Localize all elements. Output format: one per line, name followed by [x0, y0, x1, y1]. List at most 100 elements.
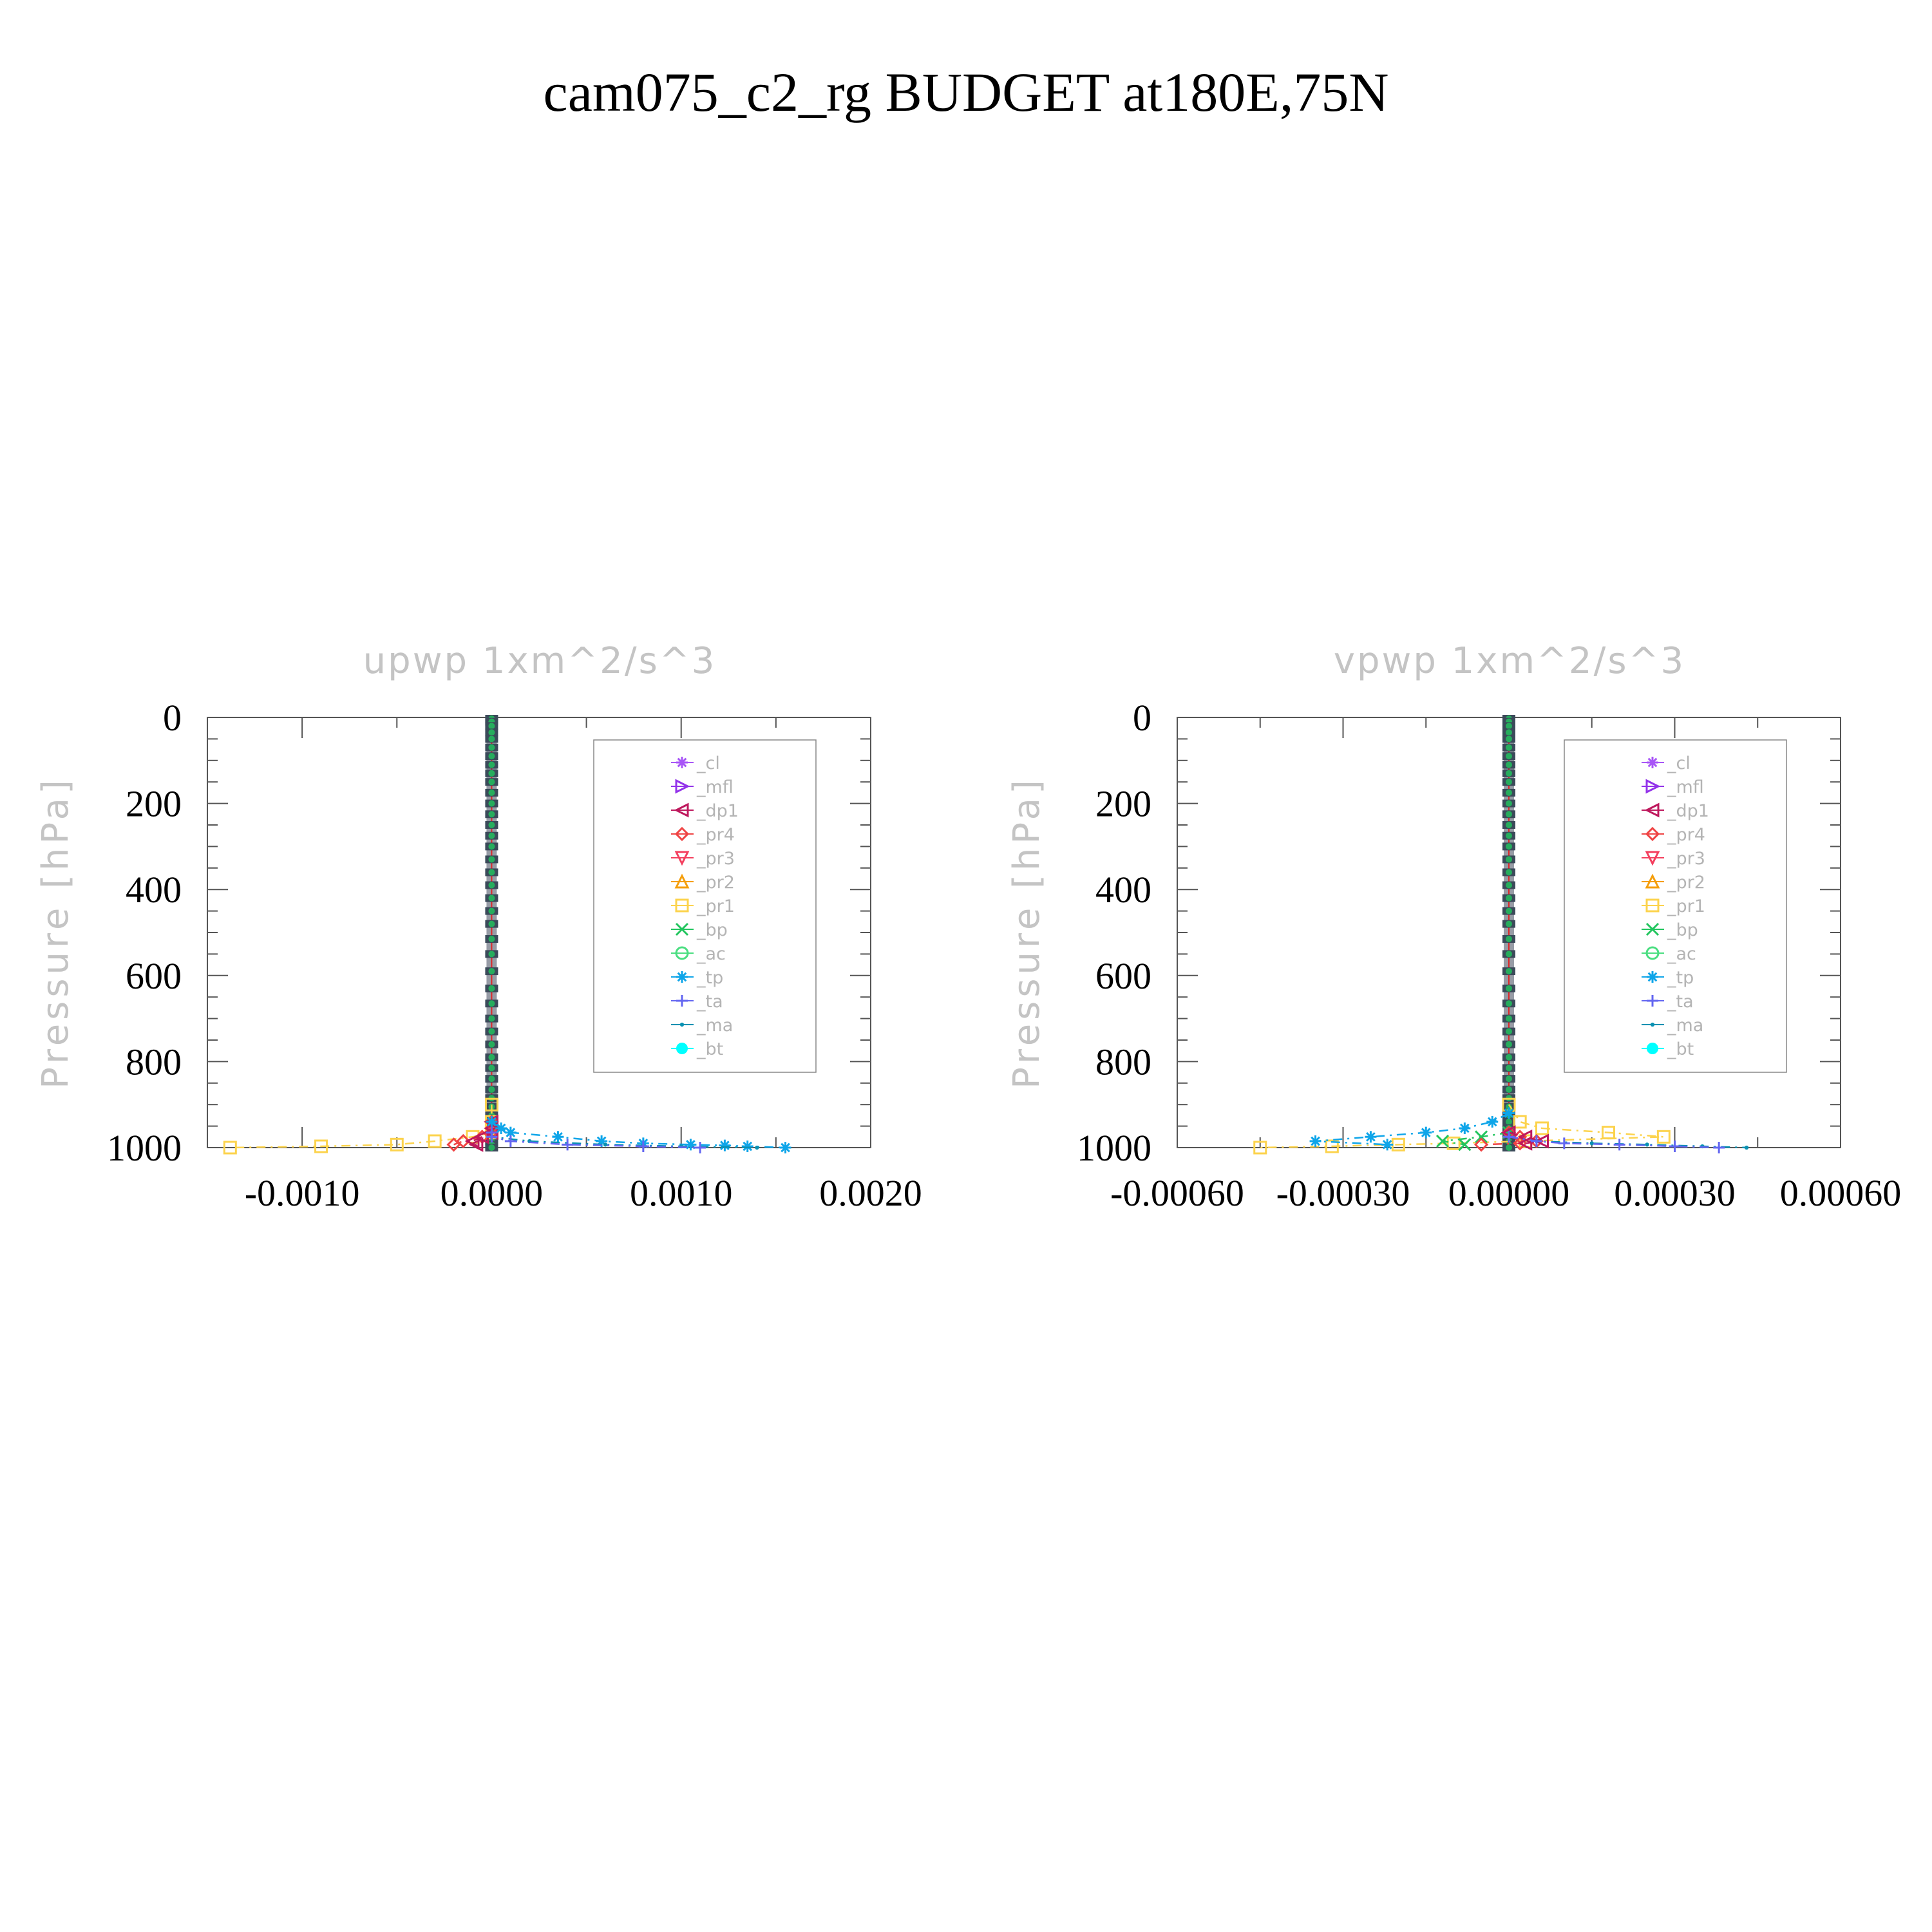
legend-item-ta: _ta	[1642, 992, 1694, 1012]
zero-marker	[488, 753, 495, 760]
legend-item-pr4: _pr4	[1642, 825, 1705, 845]
legend-item-ma: _ma	[671, 1016, 733, 1036]
zero-marker	[1506, 1075, 1512, 1083]
zero-marker	[1506, 895, 1512, 902]
legend-item-ac: _ac	[1642, 944, 1696, 964]
series-tp	[1309, 1107, 1515, 1151]
legend-label: _ac	[1667, 944, 1696, 964]
legend-marker	[675, 898, 689, 913]
legend-item-pr4: _pr4	[671, 825, 735, 845]
data-point	[1513, 1115, 1527, 1129]
legend-label: _bt	[696, 1039, 723, 1059]
data-point	[1473, 1137, 1489, 1152]
data-point	[1534, 1133, 1549, 1149]
zero-marker	[488, 1041, 495, 1048]
legend-marker	[1645, 851, 1660, 866]
legend-label: _tp	[696, 968, 723, 988]
data-point	[223, 1141, 237, 1155]
data-point	[1669, 1141, 1681, 1152]
zero-marker	[488, 968, 495, 975]
legend: _cl _mfl _dp1 _pr4 _pr3 _pr2 _pr1 _bp _ac _tp _ta _…	[1564, 739, 1787, 1073]
zero-marker	[1506, 1065, 1512, 1072]
zero-marker	[488, 800, 495, 807]
zero-marker	[488, 907, 495, 914]
legend-item-pr2: _pr2	[671, 873, 735, 893]
legend-label: _pr4	[696, 825, 735, 845]
data-point	[741, 1141, 753, 1152]
zero-marker	[488, 985, 495, 992]
zero-marker	[488, 920, 495, 927]
series-ta	[1503, 1131, 1725, 1153]
y-tick-label: 200	[1095, 783, 1151, 825]
data-point	[1530, 1135, 1542, 1147]
legend-item-ma: _ma	[1642, 1016, 1703, 1036]
legend-label: _dp1	[696, 801, 739, 821]
legend-label: _mfl	[1667, 777, 1704, 797]
data-point	[1602, 1126, 1615, 1140]
zero-marker	[1506, 843, 1512, 850]
zero-marker	[488, 1086, 495, 1093]
zero-marker	[1506, 779, 1512, 786]
y-tick-label: 1000	[1077, 1127, 1151, 1169]
legend-label: _pr1	[696, 896, 735, 916]
zero-marker	[488, 843, 495, 850]
data-point	[1558, 1137, 1570, 1150]
legend-marker	[676, 757, 688, 768]
y-tick-label: 400	[126, 869, 182, 911]
legend-label: _mfl	[696, 777, 734, 797]
legend-label: _bt	[1667, 1039, 1694, 1059]
zero-marker	[488, 735, 495, 743]
legend-marker	[1645, 779, 1661, 794]
legend-box	[1564, 739, 1787, 1073]
data-point	[1503, 1107, 1515, 1119]
zero-marker	[488, 895, 495, 902]
data-point	[504, 1135, 516, 1147]
zero-marker	[1506, 729, 1512, 736]
zero-marker	[1506, 869, 1512, 876]
zero-marker	[488, 822, 495, 828]
legend-item-bp: _bp	[1642, 920, 1698, 940]
series-line	[1508, 1132, 1542, 1144]
zero-marker	[488, 744, 495, 751]
legend-marker	[674, 826, 690, 842]
data-point	[1613, 1139, 1625, 1151]
legend-label: _ta	[1667, 992, 1694, 1012]
zero-marker	[1506, 1144, 1512, 1151]
zero-marker	[488, 729, 495, 736]
zero-marker	[488, 936, 495, 943]
data-point	[484, 1097, 498, 1112]
legend-label: _pr1	[1667, 896, 1705, 916]
legend-item-dp1: _dp1	[1642, 801, 1709, 821]
zero-marker	[488, 761, 495, 768]
zero-marker	[1506, 744, 1512, 751]
legend: _cl _mfl _dp1 _pr4 _pr3 _pr2 _pr1 _bp _ac _tp _ta _…	[593, 739, 817, 1073]
data-point	[1420, 1126, 1432, 1139]
data-point	[719, 1139, 731, 1151]
legend-item-bp: _bp	[671, 920, 728, 940]
zero-markers	[1502, 715, 1515, 1151]
legend-item-tp: _tp	[1642, 968, 1694, 988]
zero-marker	[488, 789, 495, 796]
legend-label: _ma	[696, 1016, 733, 1036]
legend-marker	[1645, 946, 1660, 960]
data-point	[694, 1142, 706, 1153]
data-point	[1253, 1141, 1267, 1155]
x-tick-label: 0.0010	[630, 1172, 733, 1214]
data-point	[1486, 1115, 1499, 1128]
series-pr1	[1253, 1097, 1671, 1155]
data-point	[486, 1131, 498, 1143]
x-tick-label: 0.0020	[819, 1172, 922, 1214]
x-tick-label: 0.00000	[1448, 1172, 1570, 1214]
legend-marker	[674, 873, 690, 889]
legend-marker	[1645, 922, 1660, 936]
legend-item-dp1: _dp1	[671, 801, 739, 821]
data-point	[495, 1122, 507, 1134]
legend-marker	[1647, 1043, 1658, 1054]
series-line	[230, 1104, 493, 1149]
x-tick-label: -0.00060	[1110, 1172, 1244, 1214]
zero-marker	[1506, 822, 1512, 828]
legend-label: _bp	[696, 920, 728, 940]
zero-marker	[488, 832, 495, 839]
data-point	[1535, 1121, 1549, 1135]
